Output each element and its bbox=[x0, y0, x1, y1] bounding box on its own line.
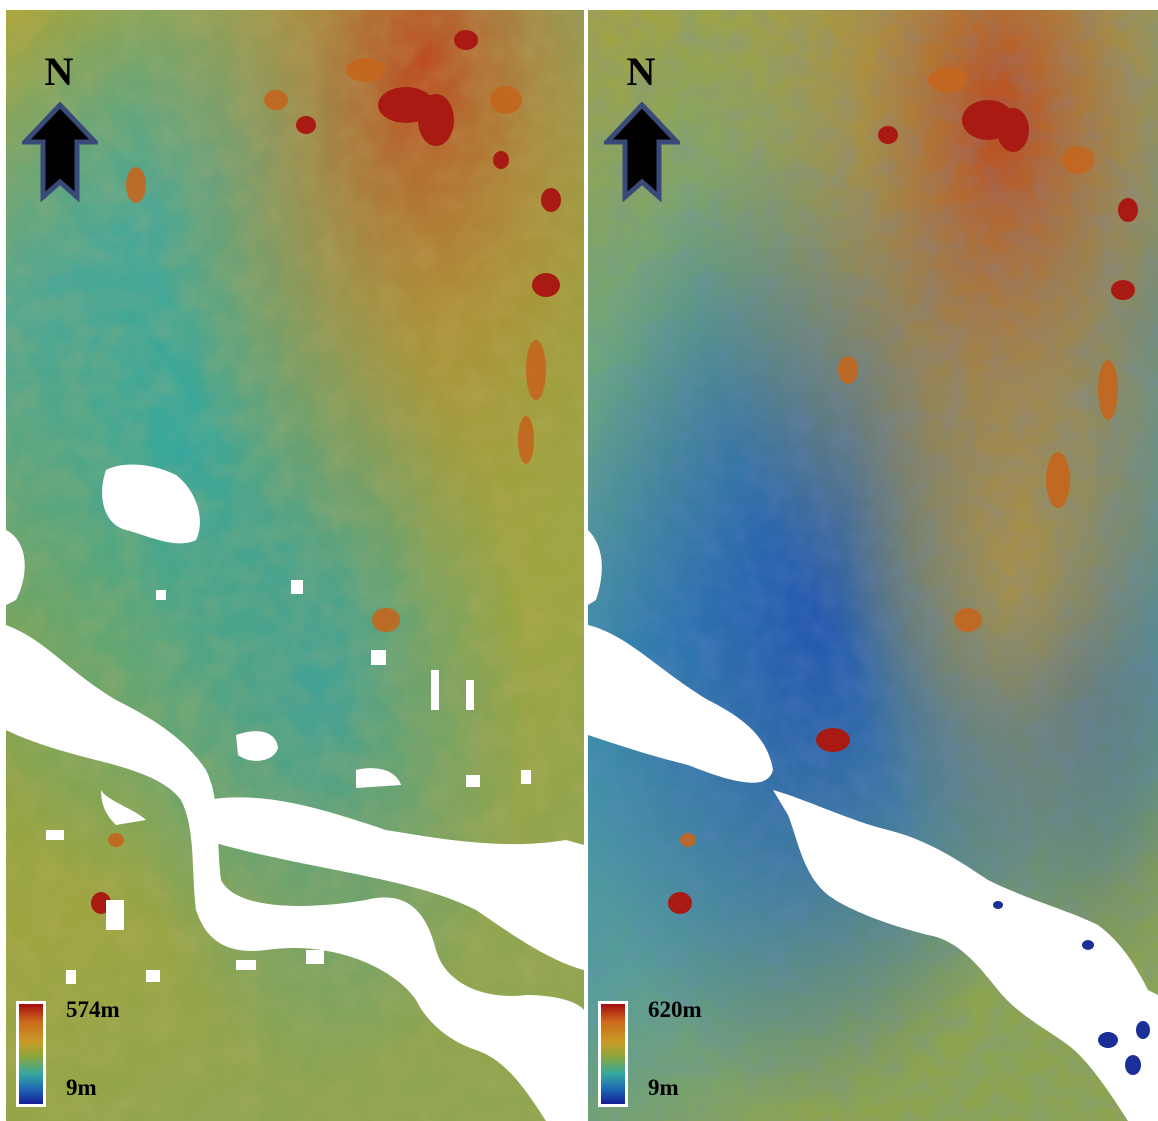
elevation-legend-right: 620m 9m bbox=[598, 997, 738, 1115]
dem-map-left: N 574m 9m bbox=[6, 10, 584, 1121]
legend-min-label: 9m bbox=[66, 1075, 97, 1100]
north-arrow-icon bbox=[604, 102, 680, 202]
color-ramp bbox=[598, 1001, 628, 1107]
high-elevation-patches bbox=[668, 100, 1138, 914]
no-data-areas bbox=[588, 530, 1158, 1121]
high-elevation-patches bbox=[91, 30, 561, 914]
north-arrow-icon bbox=[22, 102, 98, 202]
elevation-legend-left: 574m 9m bbox=[16, 997, 156, 1115]
no-data-areas bbox=[6, 464, 584, 1121]
legend-max-label: 620m bbox=[648, 997, 702, 1022]
elevation-raster-left bbox=[6, 10, 584, 1121]
north-arrow: N bbox=[598, 52, 688, 212]
north-label: N bbox=[626, 49, 656, 94]
elevation-raster-right bbox=[588, 10, 1158, 1121]
dem-map-right: N 620m 9m bbox=[588, 10, 1158, 1121]
legend-min-label: 9m bbox=[648, 1075, 679, 1100]
color-ramp bbox=[16, 1001, 46, 1107]
north-arrow: N bbox=[16, 52, 106, 212]
north-label: N bbox=[44, 49, 74, 94]
legend-max-label: 574m bbox=[66, 997, 120, 1022]
